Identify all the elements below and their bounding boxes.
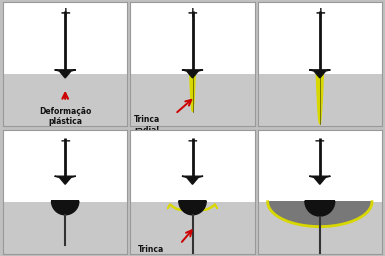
Polygon shape <box>55 70 76 78</box>
Text: Trinca
radial: Trinca radial <box>134 115 161 135</box>
Polygon shape <box>316 74 323 124</box>
Polygon shape <box>190 74 195 112</box>
Bar <box>3 74 127 126</box>
Bar <box>258 2 382 74</box>
Bar <box>131 2 254 74</box>
Polygon shape <box>305 201 335 216</box>
Text: +: + <box>187 6 198 20</box>
Text: −: − <box>187 133 198 147</box>
Bar <box>131 74 254 126</box>
Bar <box>131 130 254 202</box>
Polygon shape <box>268 202 372 227</box>
Bar <box>3 2 127 74</box>
Bar <box>258 130 382 202</box>
Text: Deformação
plástica: Deformação plástica <box>39 106 91 126</box>
Bar <box>258 202 382 254</box>
Polygon shape <box>309 70 330 78</box>
Polygon shape <box>55 176 76 184</box>
Bar <box>258 74 382 126</box>
Text: −: − <box>314 133 326 147</box>
Bar <box>3 130 127 202</box>
Text: −: − <box>59 133 71 147</box>
Text: Trinca
lateral: Trinca lateral <box>138 245 166 256</box>
Polygon shape <box>182 176 203 184</box>
Polygon shape <box>52 201 79 215</box>
Text: +: + <box>314 6 326 20</box>
Polygon shape <box>179 201 206 215</box>
Bar <box>3 202 127 254</box>
Polygon shape <box>182 70 203 78</box>
Polygon shape <box>309 176 330 184</box>
Text: +: + <box>59 6 71 20</box>
Bar <box>131 202 254 254</box>
